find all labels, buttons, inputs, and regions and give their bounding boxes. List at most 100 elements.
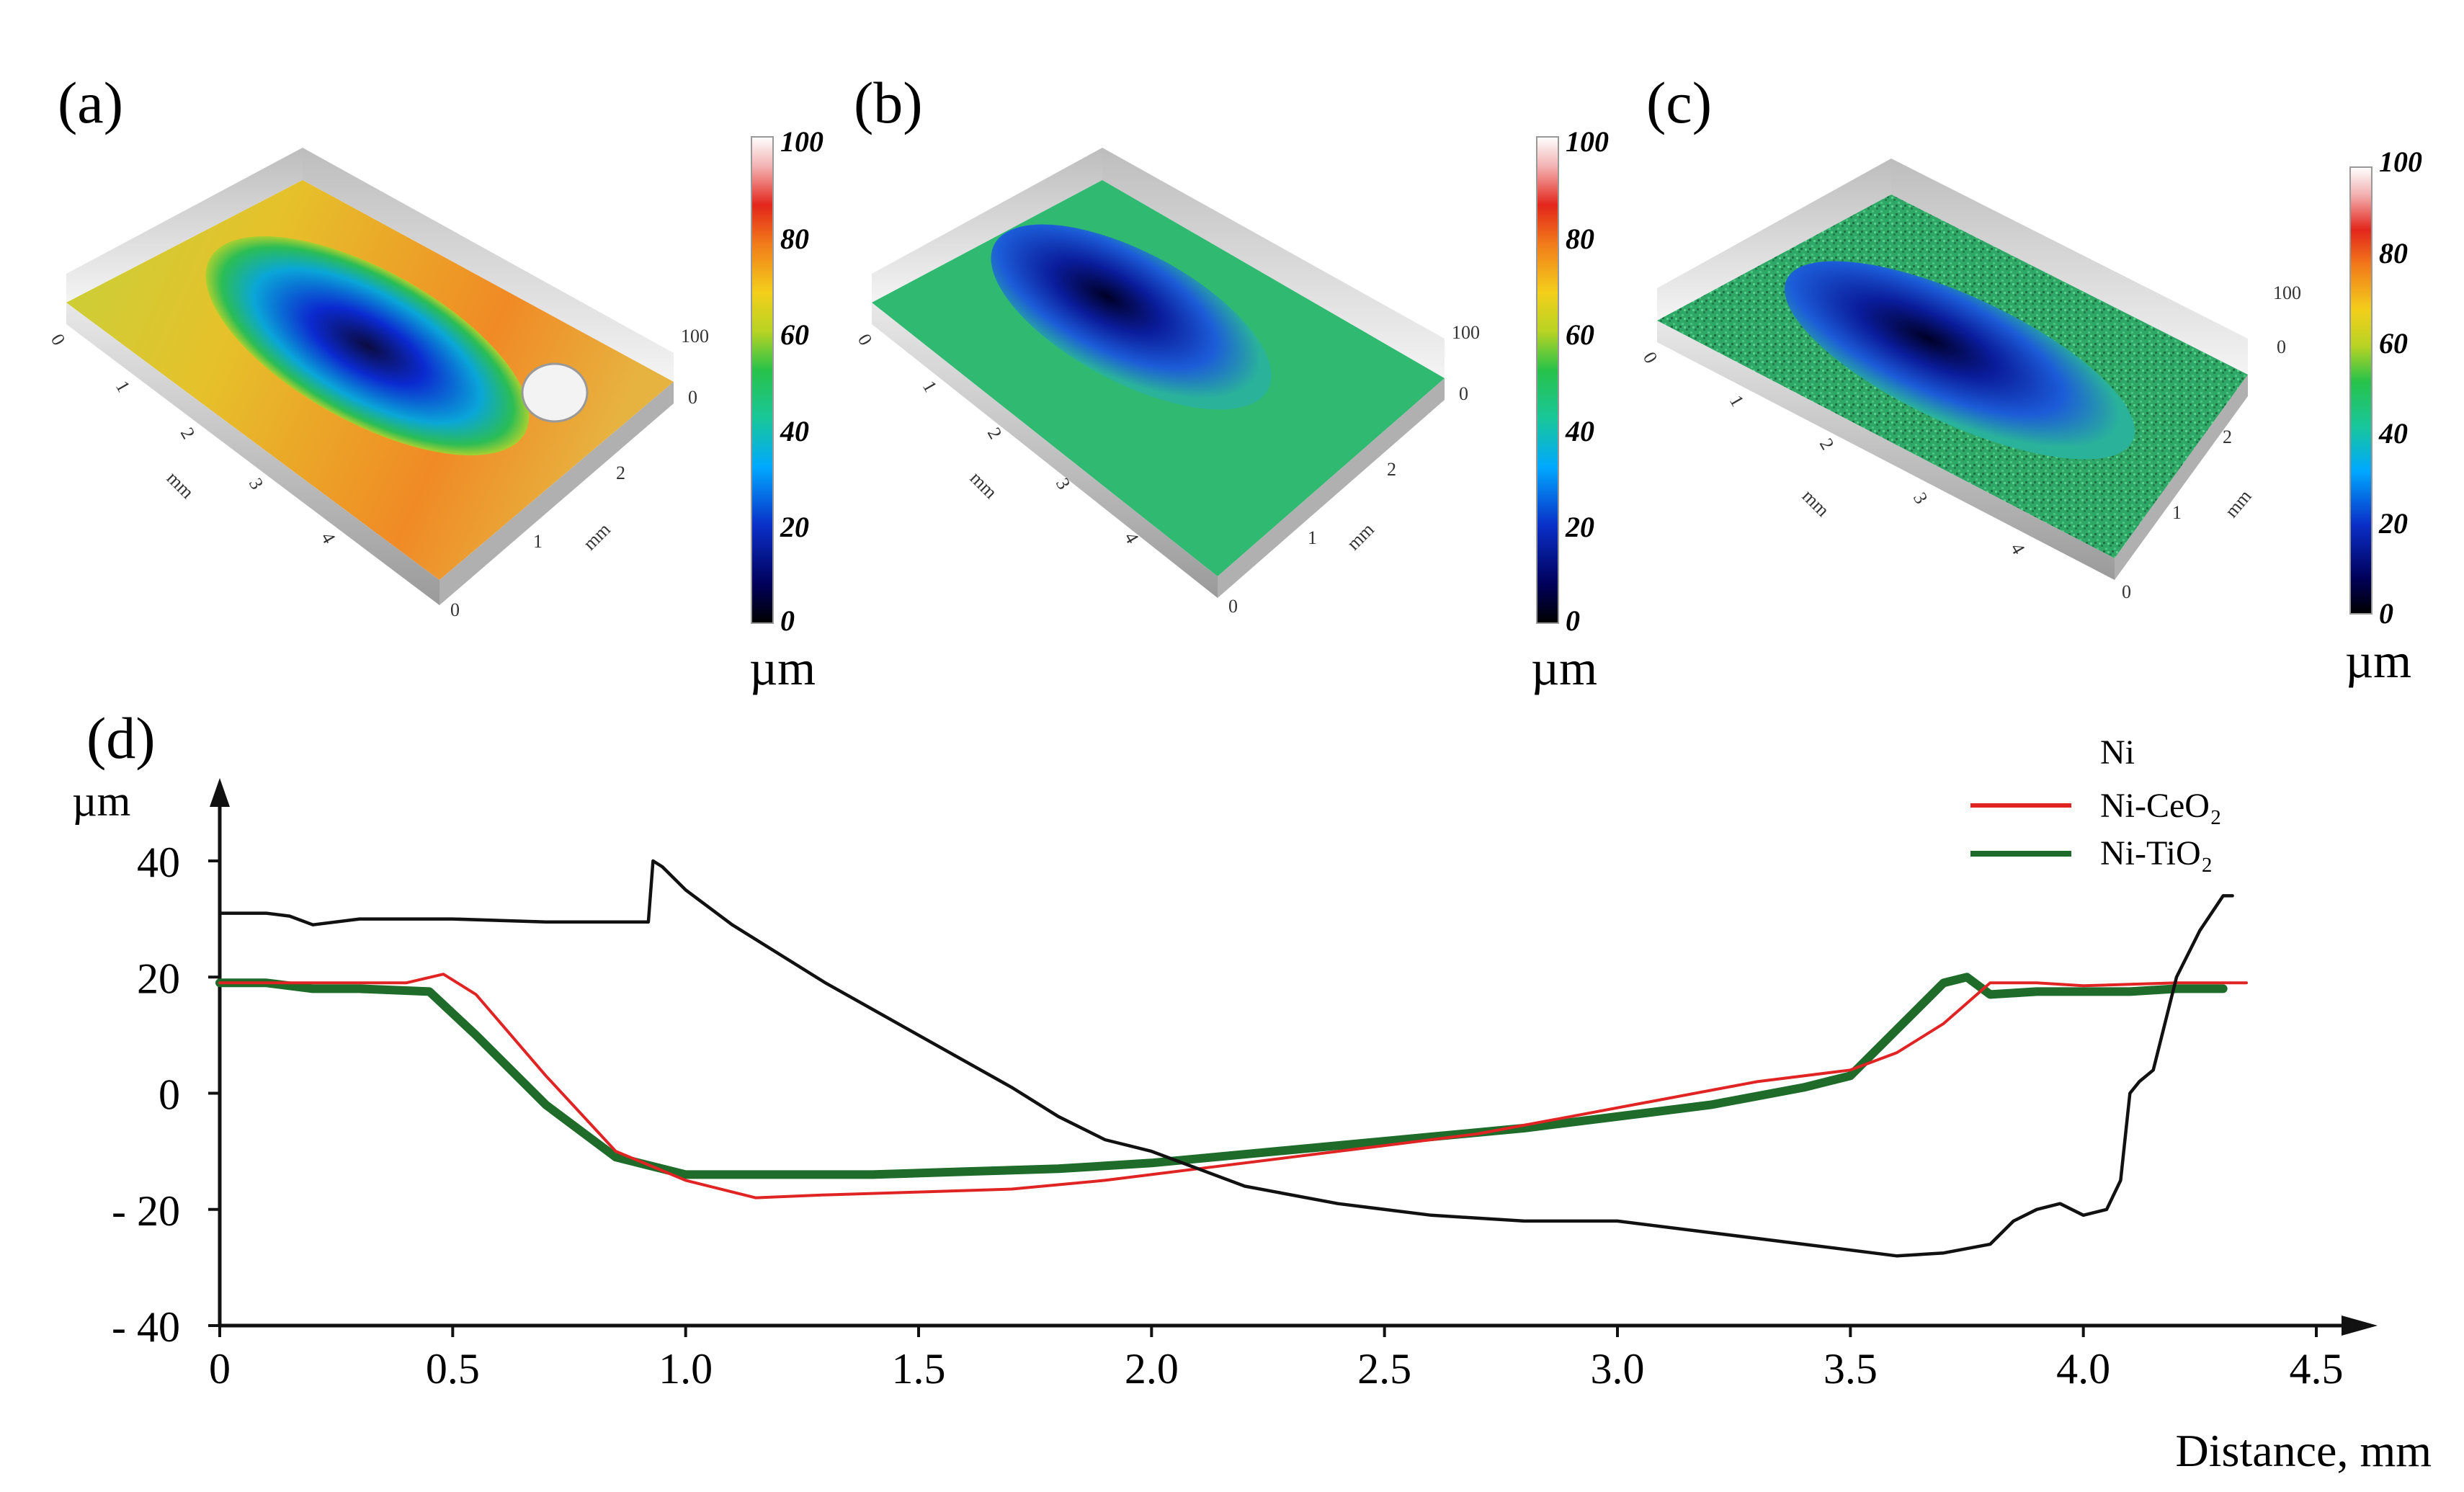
panel-a-y-unit: mm [579, 519, 615, 554]
series-ni-line [218, 859, 2234, 1258]
panel-b: (b) 0 1 2 3 4 mm 0 1 2 mm 100 0 100 80 6… [854, 70, 1609, 695]
panel-a: (a) 0 1 2 3 4 mm 0 1 2 mm 100 0 100 [47, 70, 823, 695]
panel-b-label: (b) [854, 70, 923, 135]
colorbar-c-tick: 20 [2378, 507, 2408, 540]
legend-label-ni-tio2: Ni-TiO₂ [2100, 834, 2213, 872]
y-axis-arrow [210, 778, 230, 807]
panel-c-unit: µm [2345, 633, 2411, 688]
x-tick-label: 1.5 [892, 1345, 946, 1393]
panel-a-y-tick: 1 [533, 531, 543, 552]
panel-c-colorbar [2349, 166, 2373, 615]
panel-a-x-tick: 0 [47, 331, 70, 349]
panel-c-x-tick: 2 [1816, 435, 1839, 454]
panel-b-right-face [1218, 378, 1445, 598]
panel-d: (d) µm Distance, mm 0 0.5 1.0 1.5 2.0 2.5 3.0 3… [72, 705, 2432, 1476]
panel-c-x-tick: 4 [2007, 540, 2030, 558]
series-lines [215, 859, 2248, 1258]
panel-b-z-tick: 100 [1452, 322, 1480, 343]
legend-label-ni-ceo2: Ni-CeO₂ [2100, 787, 2222, 825]
panel-d-label: (d) [86, 705, 156, 771]
panel-b-side-wall [1102, 148, 1445, 378]
panel-c-label: (c) [1646, 70, 1712, 135]
x-tick-label: 4.5 [2290, 1345, 2344, 1393]
panel-c-x-tick: 0 [1639, 349, 1662, 367]
colorbar-b-tick: 0 [1566, 604, 1580, 637]
series-ni-ceo2-line [218, 973, 2248, 1200]
y-tick-label: - 40 [112, 1303, 180, 1351]
colorbar-b-tick: 100 [1566, 125, 1609, 158]
panel-a-y-tick: 0 [450, 599, 460, 620]
panel-c-x-tick: 3 [1909, 489, 1932, 508]
panel-c-right-face [2115, 375, 2248, 580]
panel-c-z-tick: 0 [2277, 336, 2286, 357]
colorbar-c-tick: 80 [2379, 237, 2408, 269]
panel-a-label: (a) [58, 70, 123, 135]
panel-a-z-tick: 0 [688, 387, 697, 408]
panel-b-z-tick: 0 [1459, 383, 1468, 404]
colorbar-c-tick: 40 [2378, 417, 2408, 450]
legend-label-ni: Ni [2100, 733, 2135, 772]
panel-b-y-tick: 1 [1308, 527, 1317, 548]
panel-c-back-wall [1657, 158, 1891, 321]
panel-b-y-tick: 2 [1387, 459, 1396, 480]
colorbar-a-tick: 100 [780, 125, 823, 158]
y-tick-label: - 20 [112, 1187, 180, 1235]
x-tick-label: 0 [209, 1345, 231, 1393]
panel-b-x-unit: mm [966, 468, 1001, 503]
colorbar-b-tick: 20 [1565, 511, 1594, 543]
x-tick-label: 4.0 [2056, 1345, 2110, 1393]
panel-c-front-face [1657, 321, 2115, 580]
panel-c-side-wall [1891, 158, 2248, 375]
panel-b-colorbar [1536, 136, 1559, 624]
x-tick-label: 1.0 [659, 1345, 713, 1393]
panel-a-wear-track [205, 236, 530, 456]
series-ni-tio2-line [215, 973, 2228, 1179]
panel-c: (c) 0 1 2 3 4 mm 0 1 2 mm 100 0 100 80 6… [1639, 70, 2422, 688]
panel-a-unit: µm [749, 640, 816, 695]
panel-c-wear-track [1784, 261, 2135, 460]
panel-b-unit: µm [1531, 640, 1597, 695]
panel-a-x-unit: mm [163, 468, 198, 503]
panel-a-x-tick: 2 [177, 424, 200, 443]
axis-ticks: 0 0.5 1.0 1.5 2.0 2.5 3.0 3.5 4.0 4.5 40 20 0 - 20 - 4… [112, 839, 2343, 1393]
panel-b-wear-track [991, 224, 1272, 410]
panel-a-x-tick: 3 [245, 475, 268, 493]
panel-a-x-tick: 1 [112, 378, 135, 396]
colorbar-a-tick: 0 [780, 604, 795, 637]
colorbar-c-tick: 60 [2379, 327, 2408, 359]
panel-b-x-tick: 4 [1120, 529, 1143, 548]
x-tick-label: 2.5 [1357, 1345, 1411, 1393]
panel-b-back-wall [872, 148, 1102, 303]
panel-b-front-face [872, 303, 1218, 598]
y-tick-label: 40 [137, 839, 180, 886]
panel-b-y-unit: mm [1343, 519, 1378, 554]
x-axis-arrow [2342, 1315, 2378, 1336]
panel-c-z-tick: 100 [2273, 282, 2301, 303]
colorbar-a-tick: 40 [780, 415, 809, 447]
panel-a-front-face [66, 303, 439, 605]
panel-c-x-unit: mm [1798, 486, 1834, 521]
panel-a-y-tick: 2 [616, 463, 625, 483]
panel-a-z-tick: 100 [681, 326, 709, 347]
panel-b-x-tick: 3 [1052, 475, 1075, 493]
colorbar-a-tick: 20 [780, 511, 809, 543]
x-tick-label: 2.0 [1125, 1345, 1179, 1393]
panel-a-x-tick: 4 [317, 529, 340, 548]
panel-b-x-tick: 2 [983, 424, 1006, 443]
x-axis-label: Distance, mm [2176, 1425, 2432, 1476]
panel-c-y-unit: mm [2220, 486, 2255, 522]
panel-a-back-wall [66, 148, 303, 303]
panel-c-y-tick: 1 [2172, 502, 2182, 523]
panel-a-bump [521, 362, 589, 423]
colorbar-b-tick: 40 [1565, 415, 1594, 447]
y-axis-unit: µm [72, 777, 130, 825]
legend: Ni Ni-CeO₂ Ni-TiO₂ [1970, 733, 2222, 872]
panel-b-x-tick: 1 [919, 378, 942, 396]
panel-a-right-face [439, 382, 674, 605]
panel-c-y-tick: 2 [2223, 426, 2232, 447]
y-tick-label: 20 [137, 955, 180, 1002]
colorbar-b-tick: 80 [1566, 223, 1594, 255]
colorbar-c-tick: 0 [2379, 597, 2393, 630]
panel-a-side-wall [303, 148, 674, 382]
